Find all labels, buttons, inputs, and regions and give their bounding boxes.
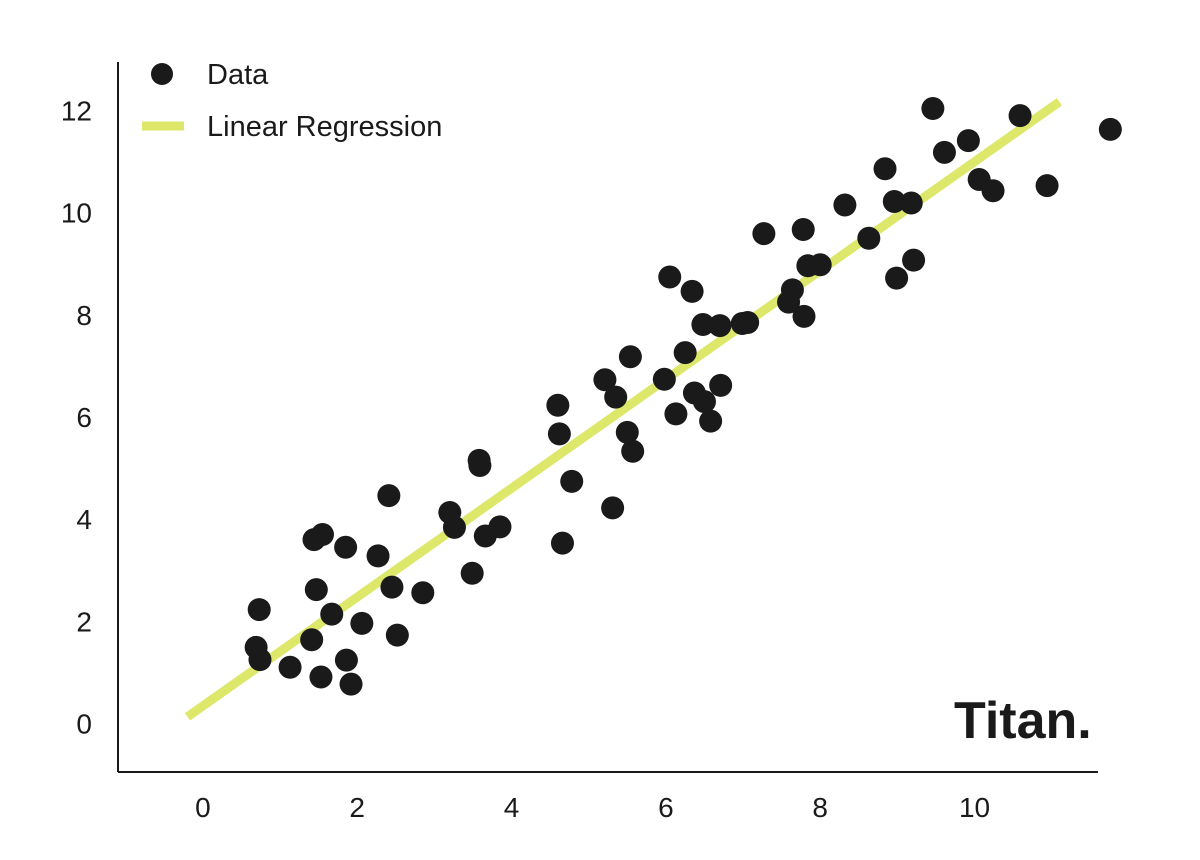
data-point [550, 531, 574, 555]
y-tick-label: 10 [61, 198, 92, 229]
axes [117, 62, 1098, 773]
data-point [547, 422, 571, 446]
data-point [593, 368, 617, 392]
data-point [902, 248, 926, 272]
x-tick-label: 4 [504, 792, 520, 823]
data-point [664, 402, 688, 426]
data-point [956, 129, 980, 153]
data-point [304, 578, 328, 602]
data-point [468, 454, 492, 478]
data-point [882, 189, 906, 213]
data-point [320, 602, 344, 626]
data-point [618, 345, 642, 369]
data-point [411, 581, 435, 605]
y-tick-label: 4 [76, 504, 92, 535]
legend-data-label: Data [207, 59, 269, 91]
data-point [350, 611, 374, 635]
data-point [1008, 104, 1032, 128]
data-point [752, 222, 776, 246]
data-point [658, 265, 682, 289]
data-point [546, 393, 570, 417]
data-point [680, 279, 704, 303]
y-tick-label: 6 [76, 402, 92, 433]
data-point [488, 515, 512, 539]
data-points-layer [244, 96, 1122, 696]
data-point [791, 218, 815, 242]
data-point [932, 140, 956, 164]
data-point [709, 373, 733, 397]
x-tick-label: 6 [658, 792, 674, 823]
data-point [604, 385, 628, 409]
data-point [736, 311, 760, 335]
y-tick-label: 2 [76, 606, 92, 637]
data-point [621, 439, 645, 463]
legend-regression-label: Linear Regression [207, 111, 442, 143]
data-point [560, 469, 584, 493]
data-point [1035, 174, 1059, 198]
data-point [385, 623, 409, 647]
data-point [247, 598, 271, 622]
regression-line [184, 98, 1063, 721]
data-point [339, 672, 363, 696]
data-point [885, 266, 909, 290]
data-point [248, 648, 272, 672]
data-point [377, 484, 401, 508]
data-point [309, 665, 333, 689]
tick-labels: 0 2 4 6 8 10 0 2 4 6 8 10 12 [61, 96, 990, 823]
data-point [692, 390, 716, 414]
titan-logo: Titan. [954, 692, 1092, 750]
data-point [899, 191, 923, 215]
data-point [300, 628, 324, 652]
data-point [780, 278, 804, 302]
data-point [873, 157, 897, 181]
data-point [833, 193, 857, 217]
x-tick-label: 10 [959, 792, 990, 823]
x-tick-label: 0 [195, 792, 211, 823]
data-point [1098, 117, 1122, 141]
data-point [310, 522, 334, 546]
data-point [442, 515, 466, 539]
regression-layer [184, 98, 1063, 721]
data-point [615, 420, 639, 444]
data-point [334, 648, 358, 672]
data-point [601, 496, 625, 520]
legend: Data Linear Regression [142, 59, 442, 143]
y-tick-label: 12 [61, 96, 92, 127]
data-point [460, 561, 484, 585]
data-point [857, 226, 881, 250]
data-point [708, 314, 732, 338]
data-point [673, 341, 697, 365]
legend-data-marker [151, 63, 173, 85]
data-point [699, 409, 723, 433]
data-point [334, 535, 358, 559]
x-tick-label: 8 [812, 792, 828, 823]
data-point [366, 544, 390, 568]
data-point [792, 304, 816, 328]
y-tick-label: 0 [76, 708, 92, 739]
data-point [278, 655, 302, 679]
data-point [981, 179, 1005, 203]
y-tick-label: 8 [76, 300, 92, 331]
data-point [921, 96, 945, 120]
x-tick-label: 2 [349, 792, 365, 823]
data-point [691, 313, 715, 337]
data-point [808, 253, 832, 277]
data-point [652, 367, 676, 391]
data-point [380, 575, 404, 599]
